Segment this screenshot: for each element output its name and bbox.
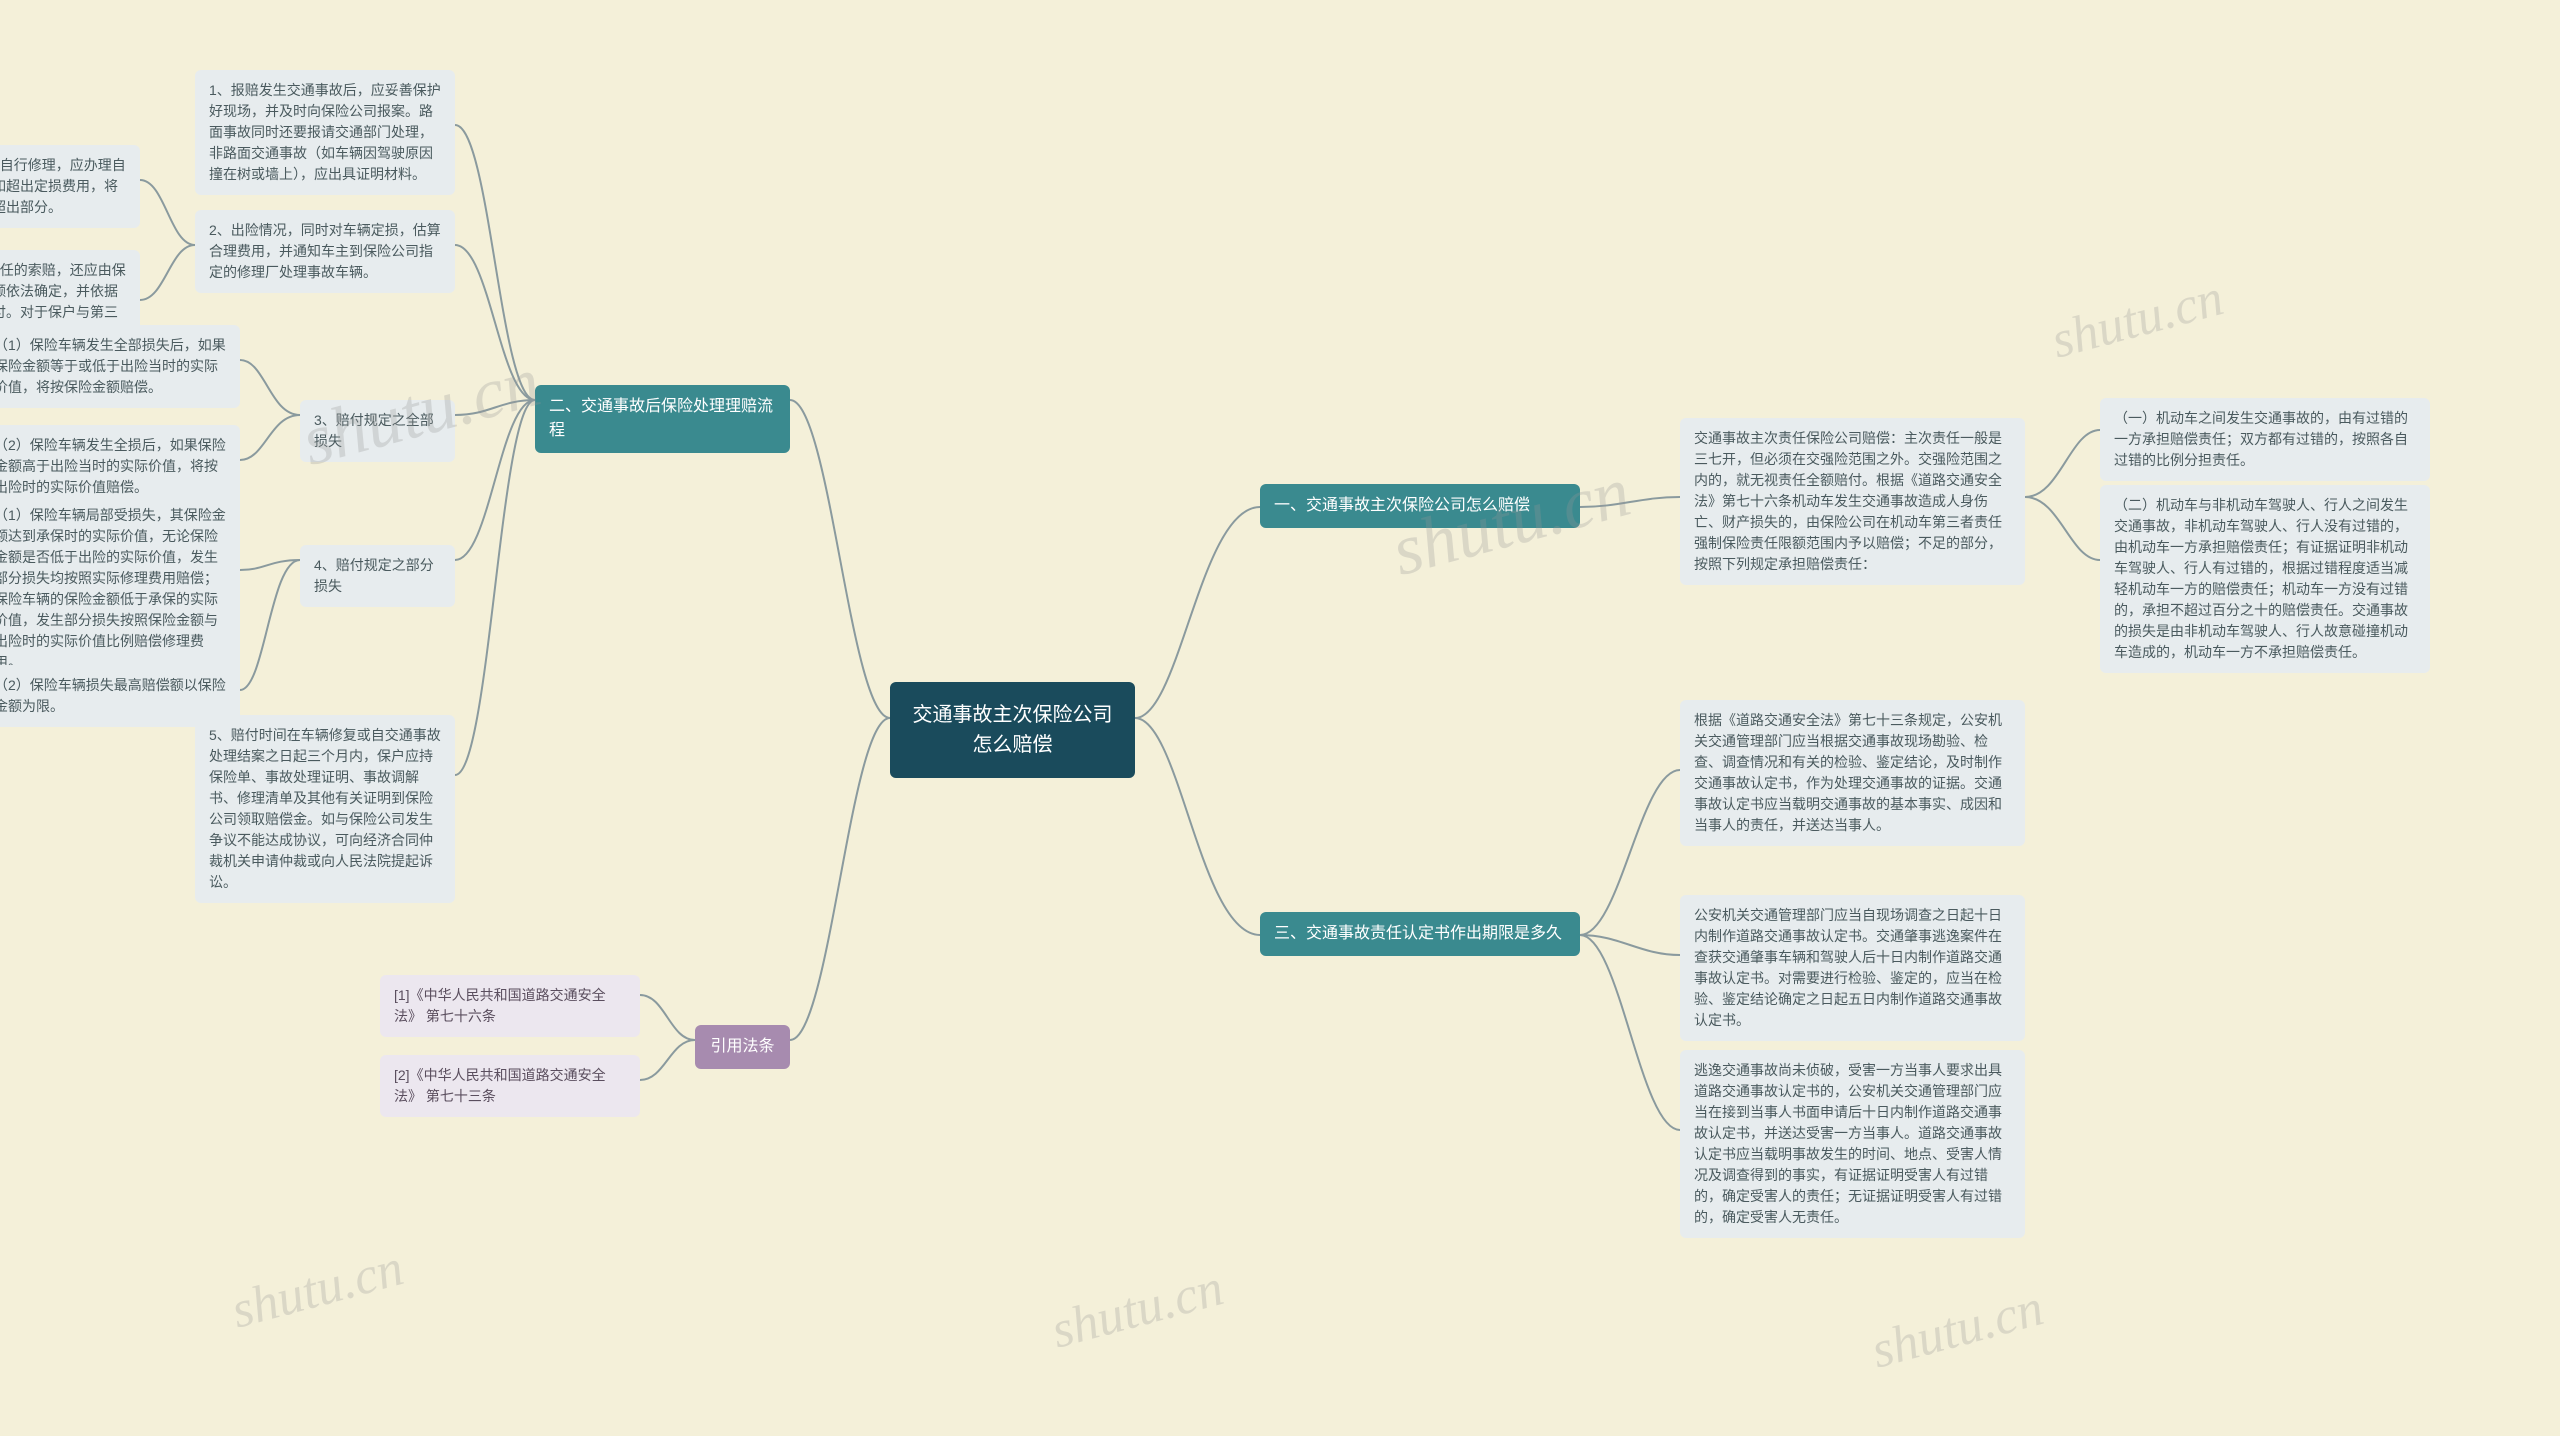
- watermark: shutu.cn: [225, 1238, 409, 1340]
- b2-n3a: （1）保险车辆发生全部损失后，如果保险金额等于或低于出险当时的实际价值，将按保险…: [0, 325, 240, 408]
- b2-n1: 1、报赔发生交通事故后，应妥善保护好现场，并及时向保险公司报案。路面事故同时还要…: [195, 70, 455, 195]
- branch-2: 二、交通事故后保险处理理赔流程: [535, 385, 790, 453]
- b2-n4a: （1）保险车辆局部受损失，其保险金额达到承保时的实际价值，无论保险金额是否低于出…: [0, 495, 240, 683]
- branch-3: 三、交通事故责任认定书作出期限是多久: [1260, 912, 1580, 956]
- b1-sub-b: （二）机动车与非机动车驾驶人、行人之间发生交通事故，非机动车驾驶人、行人没有过错…: [2100, 485, 2430, 673]
- cite-n1: [1]《中华人民共和国道路交通安全法》 第七十六条: [380, 975, 640, 1037]
- root-node: 交通事故主次保险公司怎么赔偿: [890, 682, 1135, 778]
- branch-1: 一、交通事故主次保险公司怎么赔偿: [1260, 484, 1580, 528]
- b2-n3: 3、赔付规定之全部损失: [300, 400, 455, 462]
- b3-n2: 公安机关交通管理部门应当自现场调查之日起十日内制作道路交通事故认定书。交通肇事逃…: [1680, 895, 2025, 1041]
- b3-n1: 根据《道路交通安全法》第七十三条规定，公安机关交通管理部门应当根据交通事故现场勘…: [1680, 700, 2025, 846]
- cite-n2: [2]《中华人民共和国道路交通安全法》 第七十三条: [380, 1055, 640, 1117]
- b1-sub-a: （一）机动车之间发生交通事故的，由有过错的一方承担赔偿责任；双方都有过错的，按照…: [2100, 398, 2430, 481]
- watermark: shutu.cn: [2045, 268, 2229, 370]
- b1-detail: 交通事故主次责任保险公司赔偿：主次责任一般是三七开，但必须在交强险范围之外。交强…: [1680, 418, 2025, 585]
- b2-n2: 2、出险情况，同时对车辆定损，估算合理费用，并通知车主到保险公司指定的修理厂处理…: [195, 210, 455, 293]
- branch-cite: 引用法条: [695, 1025, 790, 1069]
- watermark: shutu.cn: [1045, 1258, 1229, 1360]
- b2-n5: 5、赔付时间在车辆修复或自交通事故处理结案之日起三个月内，保户应持保险单、事故处…: [195, 715, 455, 903]
- b2-n4: 4、赔付规定之部分损失: [300, 545, 455, 607]
- watermark: shutu.cn: [1865, 1278, 2049, 1380]
- b3-n3: 逃逸交通事故尚未侦破，受害一方当事人要求出具道路交通事故认定书的，公安机关交通管…: [1680, 1050, 2025, 1238]
- b2-n2a: （1）如车主要求自行修理，应办理自修手续，修理费如超出定损费用，将由车主自行支付…: [0, 145, 140, 228]
